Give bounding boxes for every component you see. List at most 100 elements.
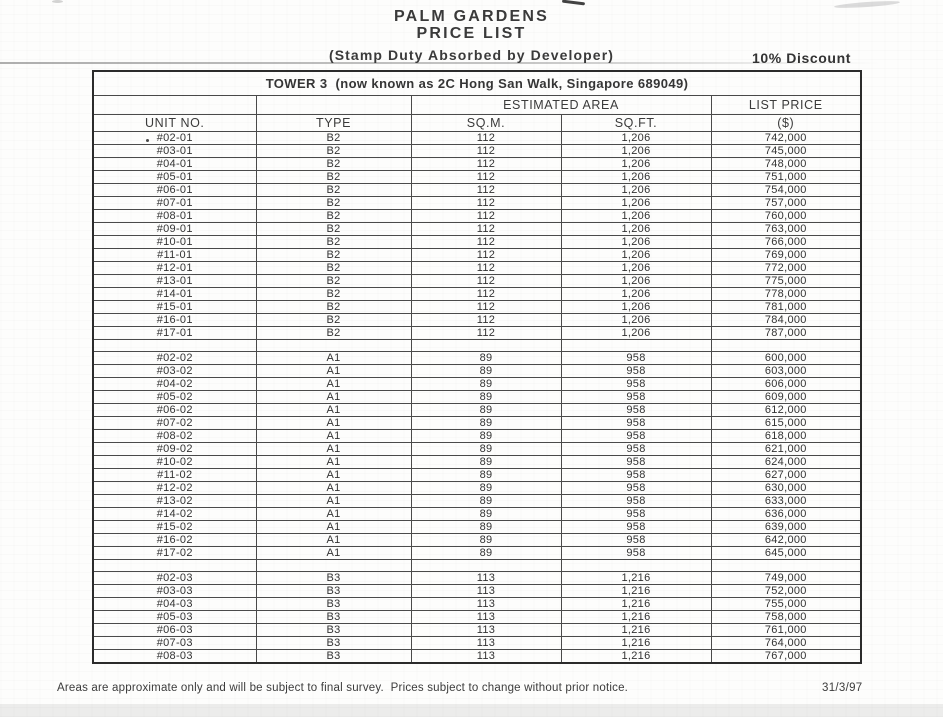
table-row: #16-02 A1 89 958 642,000 [92, 532, 862, 547]
table-row: #06-01 B2 112 1,206 754,000 [92, 182, 862, 197]
unit-cell: #05-01 [92, 169, 257, 184]
unit-cell: #06-02 [92, 402, 257, 417]
unit-cell: #03-01 [92, 143, 257, 158]
sqft-cell: 958 [560, 532, 712, 547]
table-row: #02-02 A1 89 958 600,000 [92, 350, 862, 365]
price-table: TOWER 3 (now known as 2C Hong San Walk, … [92, 70, 863, 664]
footer-note: Areas are approximate only and will be s… [57, 682, 629, 694]
sqm-cell: 89 [410, 506, 562, 521]
price-cell: 767,000 [710, 648, 862, 663]
table-row: #14-02 A1 89 958 636,000 [92, 506, 862, 521]
sqft-cell: 1,206 [560, 273, 712, 288]
unit-cell: #12-02 [92, 480, 257, 495]
price-cell: 760,000 [710, 208, 862, 223]
table-row: #07-02 A1 89 958 615,000 [92, 415, 862, 430]
column-header-row: UNIT NO. TYPE SQ.M. SQ.FT. ($) [92, 113, 862, 132]
separator-row [92, 338, 862, 352]
unit-cell: #16-01 [92, 312, 257, 327]
type-cell: A1 [255, 519, 412, 534]
table-row: #17-01 B2 112 1,206 787,000 [92, 325, 862, 340]
sqm-cell: 113 [410, 583, 562, 598]
type-cell: A1 [255, 454, 412, 469]
sqft-cell: 1,206 [560, 156, 712, 171]
type-cell: B2 [255, 156, 412, 171]
blank-cell [92, 558, 257, 572]
sqft-cell: 1,216 [560, 596, 712, 611]
estimated-area-header: ESTIMATED AREA [410, 94, 712, 115]
sqft-cell: 1,206 [560, 286, 712, 301]
sqft-cell: 1,206 [560, 182, 712, 197]
type-cell: B3 [255, 583, 412, 598]
unit-cell: #10-01 [92, 234, 257, 249]
title-line-2: PRICE LIST [416, 25, 527, 42]
type-cell: B2 [255, 195, 412, 210]
sqft-cell: 958 [560, 389, 712, 404]
type-cell: A1 [255, 428, 412, 443]
table-row: #03-03 B3 113 1,216 752,000 [92, 583, 862, 598]
price-cell: 645,000 [710, 545, 862, 560]
type-cell: B2 [255, 169, 412, 184]
type-cell: A1 [255, 493, 412, 508]
table-row: #08-02 A1 89 958 618,000 [92, 428, 862, 443]
sqm-cell: 89 [410, 532, 562, 547]
unit-cell: #04-03 [92, 596, 257, 611]
sqm-cell: 89 [410, 493, 562, 508]
sqft-cell: 1,206 [560, 195, 712, 210]
document-title: PALM GARDENS PRICE LIST [0, 8, 943, 42]
sqft-cell: 1,206 [560, 247, 712, 262]
sqft-cell: 958 [560, 506, 712, 521]
blank-cell [92, 338, 257, 352]
price-cell: 621,000 [710, 441, 862, 456]
table-row: #12-02 A1 89 958 630,000 [92, 480, 862, 495]
price-table-body: #02-01 B2 112 1,206 742,000 #03-01 B2 112 1,206 7… [92, 130, 862, 663]
type-cell: B2 [255, 260, 412, 275]
sqm-cell: 89 [410, 428, 562, 443]
sqm-cell: 112 [410, 325, 562, 340]
unit-cell: #02-01 [92, 130, 257, 145]
price-cell: 766,000 [710, 234, 862, 249]
table-row: #09-02 A1 89 958 621,000 [92, 441, 862, 456]
sqft-header: SQ.FT. [560, 113, 712, 132]
type-cell: A1 [255, 545, 412, 560]
sqft-cell: 1,216 [560, 609, 712, 624]
sqm-cell: 112 [410, 247, 562, 262]
sqft-cell: 958 [560, 428, 712, 443]
unit-cell: #05-02 [92, 389, 257, 404]
price-cell: 784,000 [710, 312, 862, 327]
price-cell: 755,000 [710, 596, 862, 611]
price-cell: 754,000 [710, 182, 862, 197]
price-cell: 778,000 [710, 286, 862, 301]
unit-cell: #15-01 [92, 299, 257, 314]
sqm-cell: 113 [410, 622, 562, 637]
type-cell: B3 [255, 570, 412, 585]
sqm-cell: 112 [410, 182, 562, 197]
unit-cell: #05-03 [92, 609, 257, 624]
sqm-cell: 89 [410, 350, 562, 365]
sqm-cell: 89 [410, 545, 562, 560]
type-cell: A1 [255, 415, 412, 430]
table-row: #05-01 B2 112 1,206 751,000 [92, 169, 862, 184]
table-row: #03-02 A1 89 958 603,000 [92, 363, 862, 378]
price-cell: 745,000 [710, 143, 862, 158]
table-row: #08-03 B3 113 1,216 767,000 [92, 648, 862, 663]
discount-note: 10% Discount [752, 50, 851, 66]
blank-cell [560, 558, 712, 572]
scan-artifact [52, 0, 63, 3]
sqm-cell: 112 [410, 312, 562, 327]
group-header-row: ESTIMATED AREA LIST PRICE [92, 94, 862, 115]
table-row: #16-01 B2 112 1,206 784,000 [92, 312, 862, 327]
unit-cell: #13-02 [92, 493, 257, 508]
price-cell: 752,000 [710, 583, 862, 598]
sqft-cell: 958 [560, 350, 712, 365]
type-cell: B2 [255, 143, 412, 158]
sqft-cell: 958 [560, 519, 712, 534]
sqft-cell: 1,216 [560, 648, 712, 663]
price-cell: 615,000 [710, 415, 862, 430]
separator-row [92, 558, 862, 572]
unit-cell: #17-02 [92, 545, 257, 560]
sqm-cell: 112 [410, 273, 562, 288]
table-row: #13-02 A1 89 958 633,000 [92, 493, 862, 508]
unit-cell: #07-02 [92, 415, 257, 430]
unit-cell: #08-02 [92, 428, 257, 443]
